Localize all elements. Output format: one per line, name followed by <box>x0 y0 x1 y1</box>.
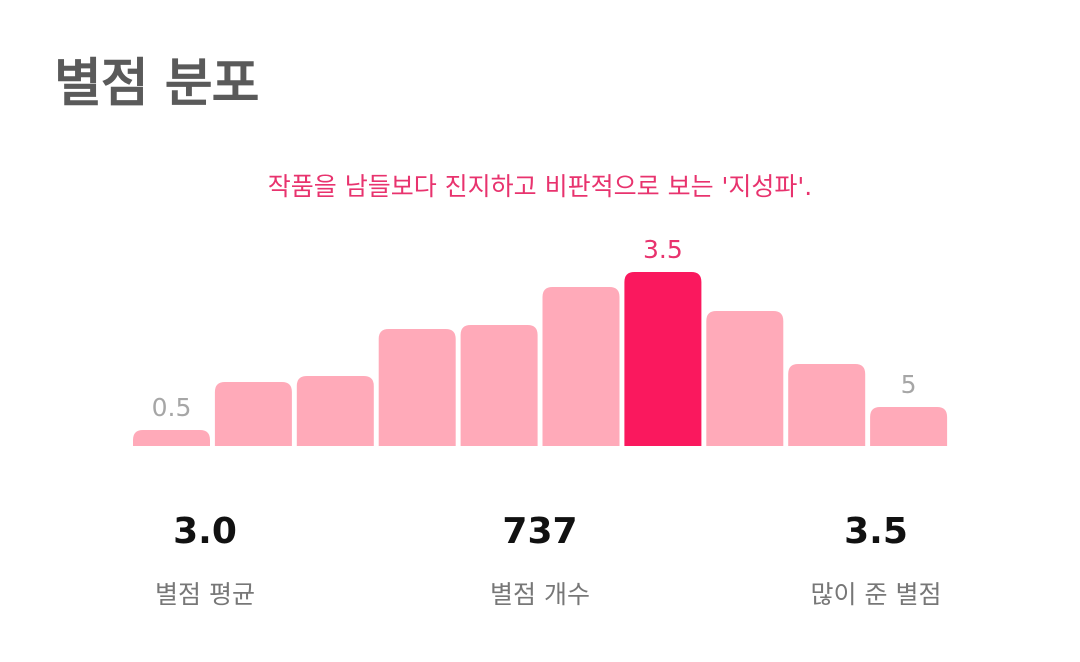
bar-label-0.5: 0.5 <box>152 393 192 422</box>
bar-4 <box>706 311 784 446</box>
bar-0.5 <box>133 430 210 446</box>
stat-average-label: 별점 평균 <box>155 580 255 609</box>
bar-label-3.5: 3.5 <box>643 235 683 264</box>
stat-count-label: 별점 개수 <box>490 580 590 609</box>
bar-2 <box>378 329 456 446</box>
bar-label-5: 5 <box>901 370 917 399</box>
bar-5 <box>870 407 948 446</box>
bar-3 <box>542 287 620 446</box>
bar-1.5 <box>296 376 374 446</box>
stat-average-value: 3.0 <box>173 511 237 552</box>
stat-count-value: 737 <box>502 511 578 552</box>
bar-3.5 <box>624 272 702 446</box>
page-title: 별점 분포 <box>54 54 259 114</box>
stat-count: 737 별점 개수 <box>410 510 670 612</box>
bar-1 <box>214 382 292 446</box>
stat-average: 3.0 별점 평균 <box>75 510 335 612</box>
bar-4.5 <box>788 364 866 446</box>
stat-most-given: 3.5 많이 준 별점 <box>746 510 1006 612</box>
rating-tagline: 작품을 남들보다 진지하고 비판적으로 보는 '지성파'. <box>267 172 813 201</box>
bar-2.5 <box>460 325 538 446</box>
stat-most-given-value: 3.5 <box>844 511 908 552</box>
stat-most-given-label: 많이 준 별점 <box>810 580 942 609</box>
